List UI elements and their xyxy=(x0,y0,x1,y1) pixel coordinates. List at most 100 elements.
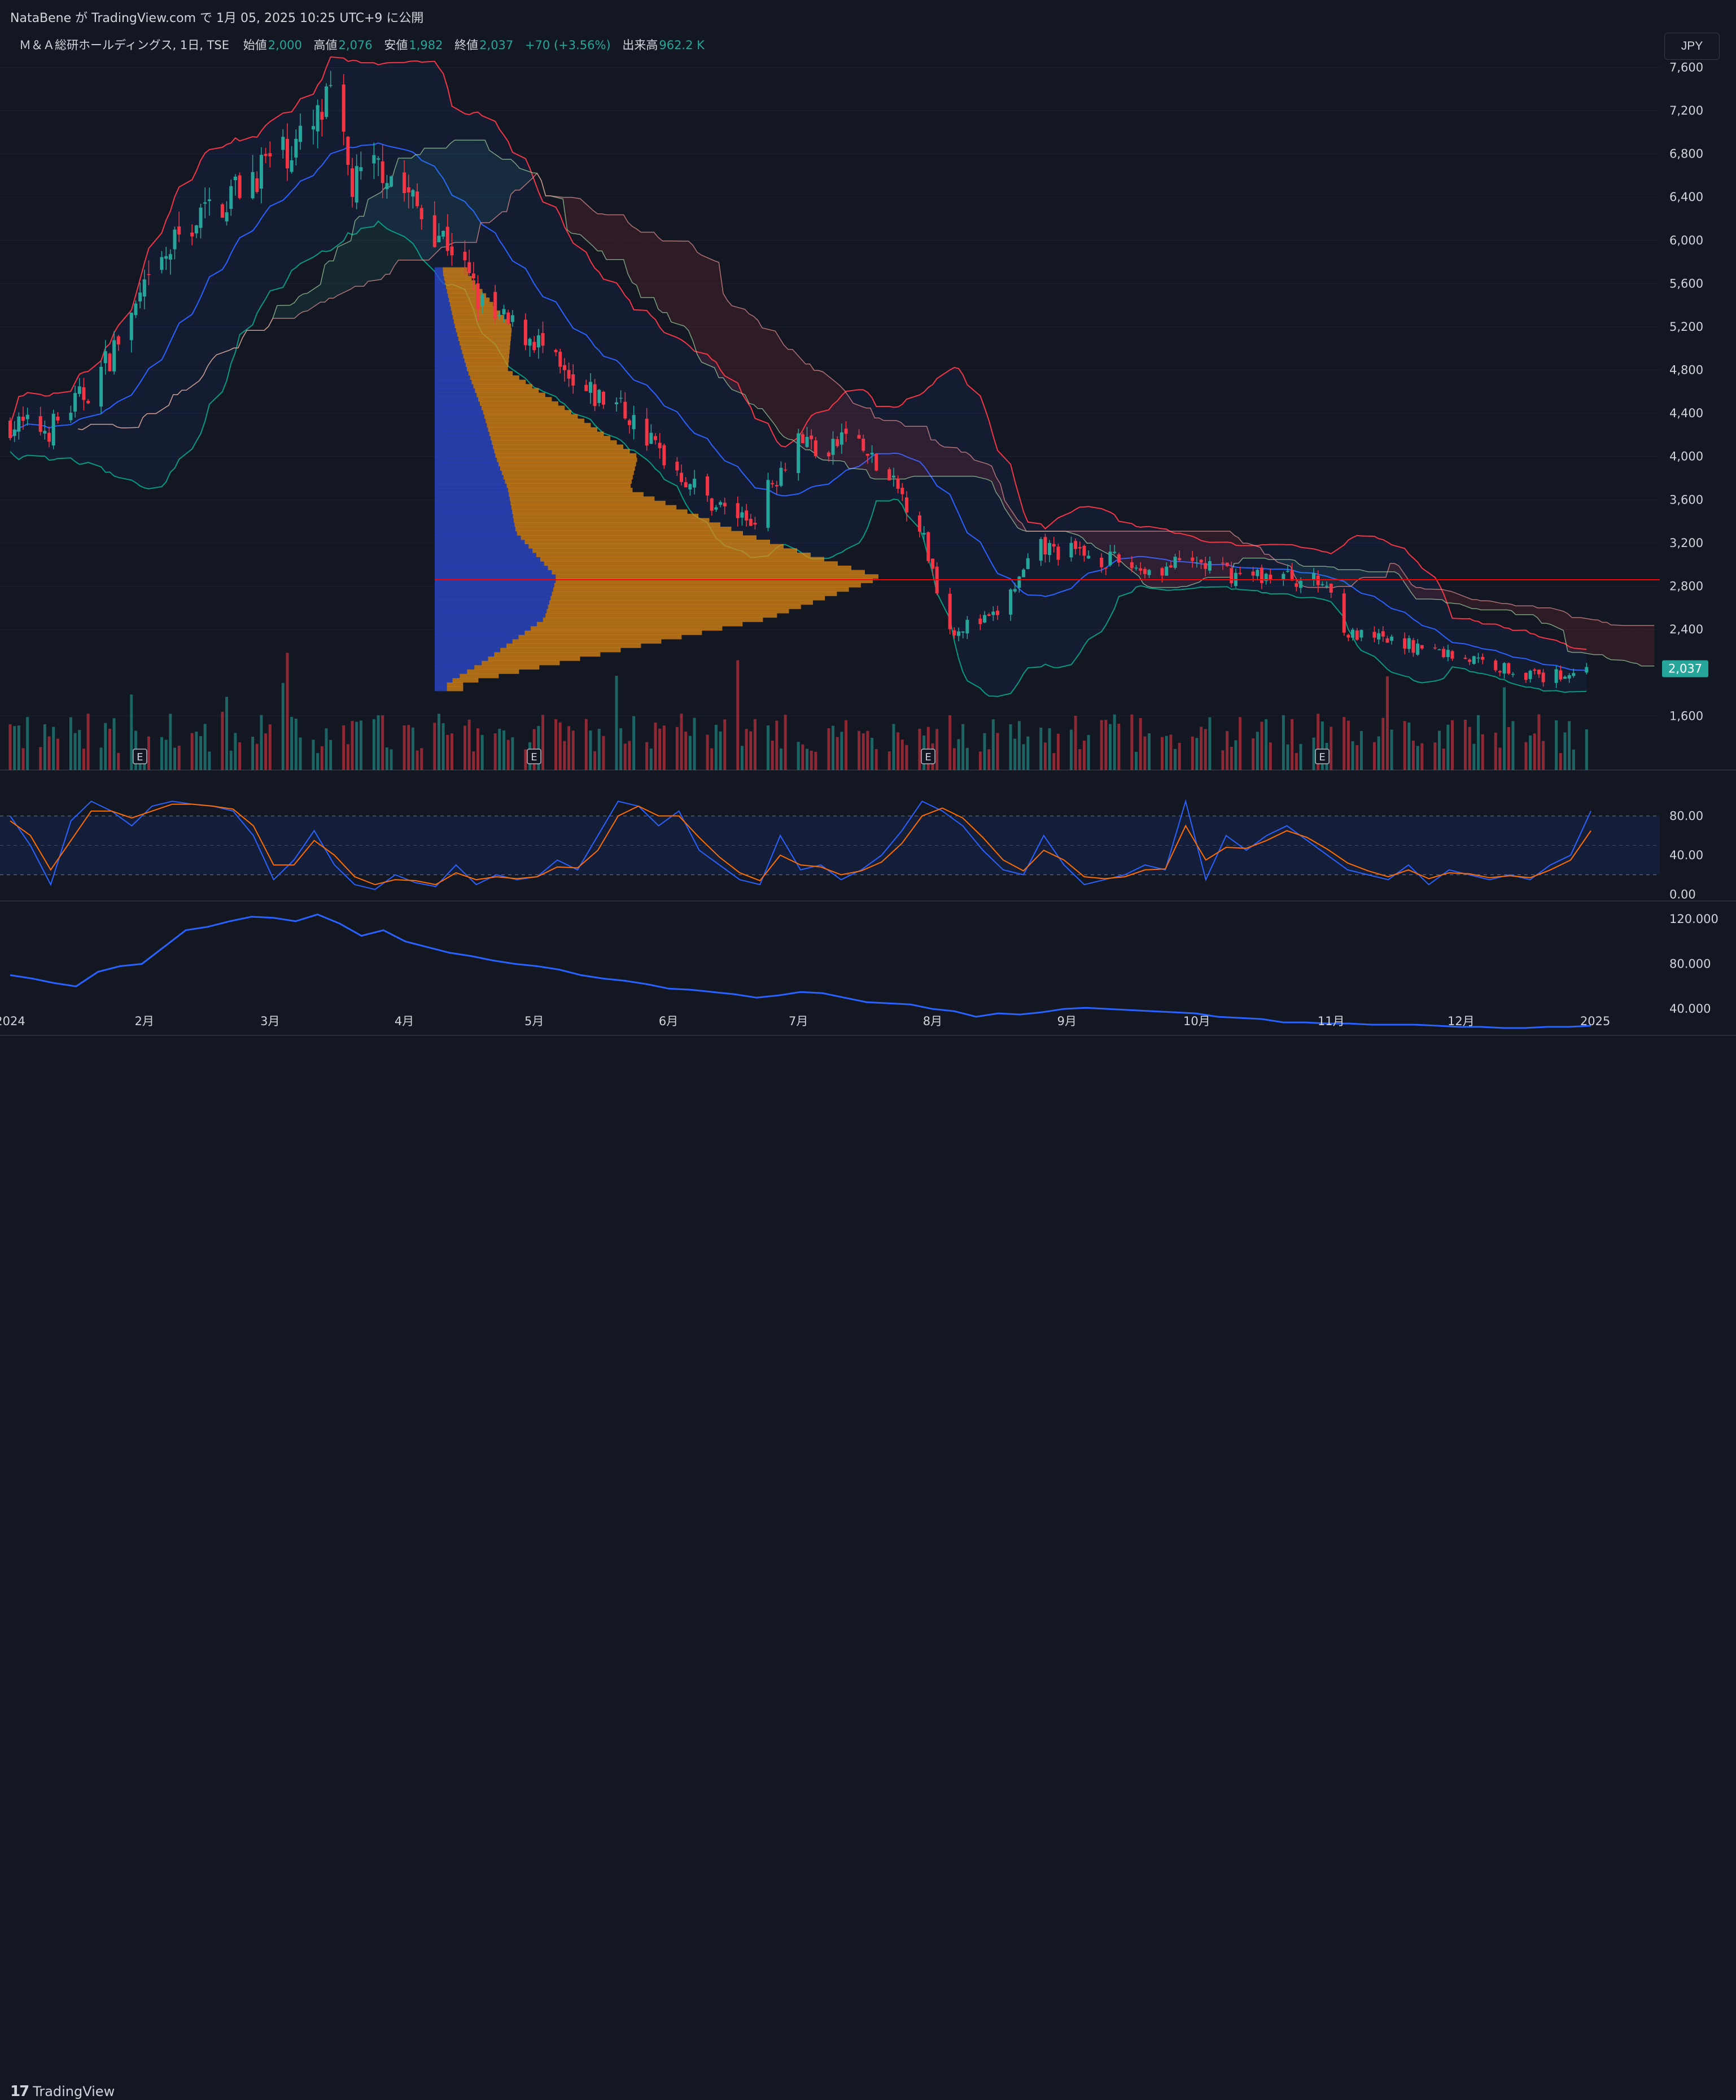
volume-bar xyxy=(13,726,16,770)
volume-bar xyxy=(567,726,570,770)
volume-profile-down-bar xyxy=(519,635,682,639)
volume-bar xyxy=(463,726,466,770)
candle-body xyxy=(784,470,787,471)
volume-bar xyxy=(1057,734,1060,770)
candle-body xyxy=(649,433,653,444)
volume-bar xyxy=(18,725,20,770)
volume-profile-down-bar xyxy=(476,393,545,397)
volume-bar xyxy=(230,751,233,770)
volume-profile-down-bar xyxy=(500,466,635,471)
cloud-segment xyxy=(576,198,580,235)
volume-profile-down-bar xyxy=(552,592,837,596)
cloud-segment xyxy=(1381,572,1386,578)
volume-profile-up-bar xyxy=(435,483,506,488)
chart-canvas[interactable]: 7,6007,2006,8006,4006,0005,6005,2004,800… xyxy=(0,29,1736,1038)
volume-bar xyxy=(957,739,960,770)
volume-bar xyxy=(1537,715,1540,770)
candle-body xyxy=(1108,552,1112,565)
volume-profile-up-bar xyxy=(435,600,549,605)
candle-body xyxy=(1299,581,1302,588)
candle-body xyxy=(1411,640,1415,653)
cloud-segment xyxy=(277,305,290,318)
volume-bar xyxy=(316,753,319,770)
volume-profile-down-bar xyxy=(447,686,463,691)
volume-bar xyxy=(806,749,808,770)
tradingview-logo[interactable]: 17 TradingView xyxy=(10,2083,115,2100)
candle-body xyxy=(437,236,440,242)
volume-bar xyxy=(1442,749,1445,770)
candle-body xyxy=(1481,657,1484,660)
candle-body xyxy=(1056,546,1060,559)
volume-bar xyxy=(650,749,653,770)
volume-bar xyxy=(269,724,272,770)
volume-bar xyxy=(871,738,873,770)
cloud-segment xyxy=(1477,600,1481,610)
volume-profile-up-bar xyxy=(435,535,521,540)
cloud-segment xyxy=(715,261,719,378)
candle-body xyxy=(476,283,479,309)
cloud-segment xyxy=(1520,606,1533,615)
volume-bar xyxy=(1390,729,1393,770)
candle-body xyxy=(225,212,229,221)
volume-profile-up-bar xyxy=(435,410,483,414)
volume-profile-down-bar xyxy=(545,613,777,618)
volume-bar xyxy=(784,715,787,770)
volume-profile-up-bar xyxy=(435,488,508,492)
cloud-segment xyxy=(1169,531,1174,588)
volume-bar xyxy=(1386,676,1389,770)
cloud-segment xyxy=(624,215,628,274)
volume-bar xyxy=(321,746,323,770)
candle-body xyxy=(1343,593,1346,632)
candle-body xyxy=(355,166,358,203)
volume-bar xyxy=(1524,742,1527,770)
candle-body xyxy=(532,342,536,351)
rsi-tick-label: 40.00 xyxy=(1669,848,1703,862)
tradingview-logo-mark: 17 xyxy=(10,2083,28,2100)
cloud-segment xyxy=(472,140,476,242)
volume-profile-down-bar xyxy=(486,419,584,423)
volume-profile-up-bar xyxy=(435,358,465,362)
volume-bar xyxy=(1412,741,1415,770)
cloud-segment xyxy=(840,386,845,462)
volume-profile-up-bar xyxy=(435,388,475,393)
volume-bar xyxy=(1022,744,1025,770)
volume-profile-up-bar xyxy=(435,315,453,320)
volume-profile-down-bar xyxy=(489,432,604,436)
volume-bar xyxy=(892,724,895,770)
candle-body xyxy=(528,339,532,345)
volume-bar xyxy=(446,735,449,770)
cloud-segment xyxy=(1113,531,1117,558)
volume-profile-up-bar xyxy=(435,652,494,657)
candle-body xyxy=(680,473,683,482)
cloud-segment xyxy=(697,252,702,362)
candle-body xyxy=(21,417,25,421)
volume-bar xyxy=(104,723,107,770)
cloud-segment xyxy=(689,241,693,341)
volume-bar xyxy=(1568,721,1571,770)
volume-bar xyxy=(78,730,81,770)
cloud-segment xyxy=(749,314,754,404)
candle-body xyxy=(797,434,800,473)
volume-profile-down-bar xyxy=(531,626,722,631)
volume-profile-down-bar xyxy=(494,652,600,657)
candle-body xyxy=(1359,630,1363,637)
volume-bar xyxy=(22,748,25,770)
candle-body xyxy=(1420,645,1424,649)
volume-bar xyxy=(1438,730,1441,770)
candle-body xyxy=(619,398,623,399)
cloud-segment xyxy=(1334,567,1339,588)
candle-body xyxy=(1087,555,1090,558)
volume-bar xyxy=(442,723,445,770)
volume-profile-up-bar xyxy=(435,639,513,644)
candle-body xyxy=(251,172,255,198)
volume-profile-down-bar xyxy=(493,445,623,449)
volume-bar xyxy=(1511,721,1514,770)
cloud-segment xyxy=(684,241,689,330)
volume-profile-down-bar xyxy=(443,272,468,276)
volume-bar xyxy=(1165,736,1168,770)
volume-profile-down-bar xyxy=(537,622,743,627)
cloud-segment xyxy=(1325,566,1330,587)
volume-bar xyxy=(472,751,475,770)
cloud-segment xyxy=(1594,620,1598,655)
candle-body xyxy=(714,508,718,510)
